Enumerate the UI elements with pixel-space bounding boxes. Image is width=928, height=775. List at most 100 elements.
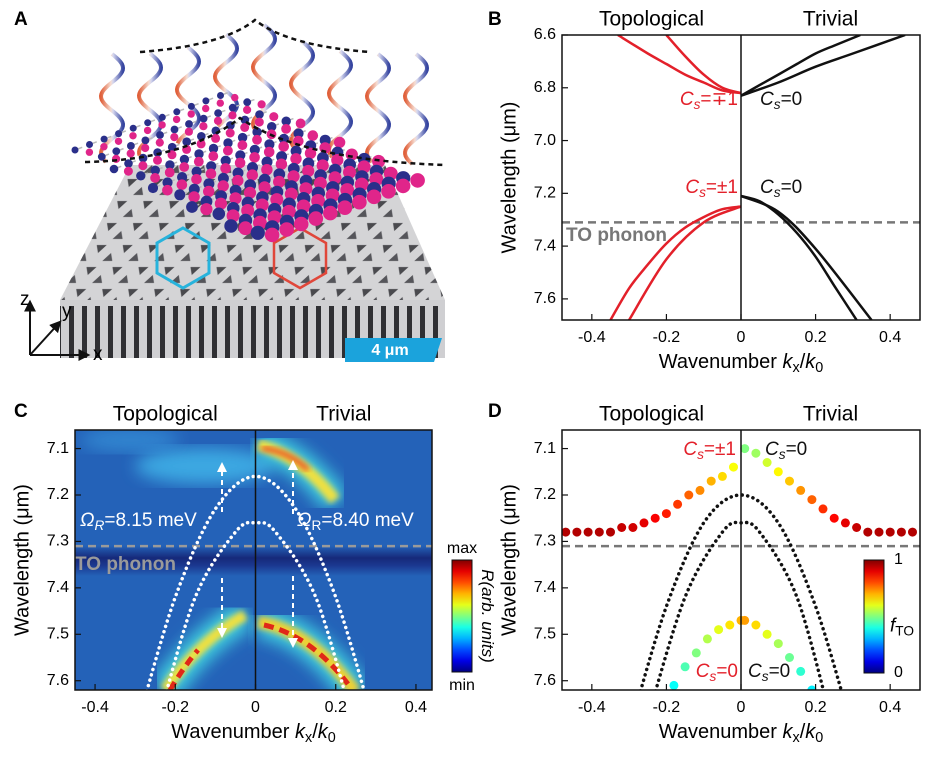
x-axis-label-part: 0 [328,730,336,746]
y-tick-label: 7.1 [534,440,556,457]
atom [124,167,133,176]
atom [173,116,180,123]
atom [323,206,338,221]
annotation-part: C [748,661,762,682]
atom [224,219,237,232]
annotation-part: =0 [716,661,738,682]
atom [410,173,425,188]
atom [141,144,149,152]
atom [226,129,235,138]
point [718,472,727,481]
point [584,528,593,537]
point [819,504,828,513]
y-axis-label: Wavelength (μm) [11,484,33,636]
point [908,528,917,537]
atom [179,162,189,172]
panel-header: Trivial [316,403,371,426]
atom [148,183,158,193]
x-tick-label: 0.4 [879,329,901,346]
annotation-part: Ω [297,510,311,531]
x-tick-label: 0.2 [804,329,826,346]
annotation-part: =0 [769,661,791,682]
atom [243,98,251,106]
y-axis-label: Wavelength (μm) [498,102,520,254]
annotation-part: C [765,439,779,460]
annotation: Cs=0 [765,439,807,462]
atom [162,185,173,196]
atom [144,119,151,126]
annotation: Cs=±1 [685,177,738,200]
atom [100,143,107,150]
annotation-part: R [94,518,104,533]
atom [170,133,178,141]
x-tick-label: -0.2 [161,699,189,716]
reference-label: TO phonon [75,554,176,575]
atom [281,124,291,134]
figure: A B C D 4 μm z y x TO phonon-0.4-0.200.2… [0,0,928,775]
atom [173,108,180,115]
atom [367,190,382,205]
atom [276,159,287,170]
atom [144,127,151,134]
x-tick-label: -0.4 [578,329,606,346]
atom [150,173,160,183]
atom [239,221,253,235]
atom [129,132,136,139]
atom [206,169,217,180]
point [852,523,861,532]
atom [265,228,280,243]
y-tick-label: 7.5 [47,626,69,643]
annotation-part: C [683,439,697,460]
atom [202,105,209,112]
atom [202,97,209,104]
atom [251,226,265,240]
atom [86,141,93,148]
atom [261,164,272,175]
atom [185,120,193,128]
x-axis-label-part: Wavenumber [659,351,783,373]
colorbar-tick-label: 1 [894,551,903,568]
atom [86,149,93,156]
atom [203,186,214,197]
point [617,523,626,532]
atom [174,189,185,200]
y-tick-label: 7.2 [534,185,556,202]
atom [171,126,179,134]
point [830,514,839,523]
atom [352,195,367,210]
annotation: Cs=0 [748,661,790,684]
scale-bar-label: 4 μm [371,342,408,359]
point [886,528,895,537]
x-tick-label: -0.2 [653,699,681,716]
x-tick-label: 0.4 [405,699,427,716]
axis-name: x [93,344,103,365]
point [703,634,712,643]
y-tick-label: 6.8 [534,79,556,96]
annotation-part: Ω [80,510,94,531]
panel-label: C [14,401,28,422]
x-tick-label: 0.4 [879,699,901,716]
point [595,528,604,537]
colorbar [452,560,472,672]
x-tick-label: 0.2 [325,699,347,716]
atom [208,151,218,161]
atom [188,191,199,202]
point [714,625,723,634]
y-tick-label: 7.1 [47,440,69,457]
y-tick-label: 7.2 [534,486,556,503]
atom [249,152,260,163]
colorbar-title-part: (arb. units) [478,582,497,663]
atom [194,157,204,167]
y-tick-label: 7.0 [534,132,556,149]
atom [309,211,324,226]
atom [136,171,145,180]
annotation-part: =0 [781,177,803,198]
colorbar-title-part: R [478,569,497,581]
x-tick-label: 0 [251,699,260,716]
point [640,518,649,527]
x-tick-label: 0 [737,329,746,346]
y-tick-label: 7.4 [534,579,556,596]
panel-header: Trivial [803,403,858,426]
point [673,500,682,509]
point [572,528,581,537]
